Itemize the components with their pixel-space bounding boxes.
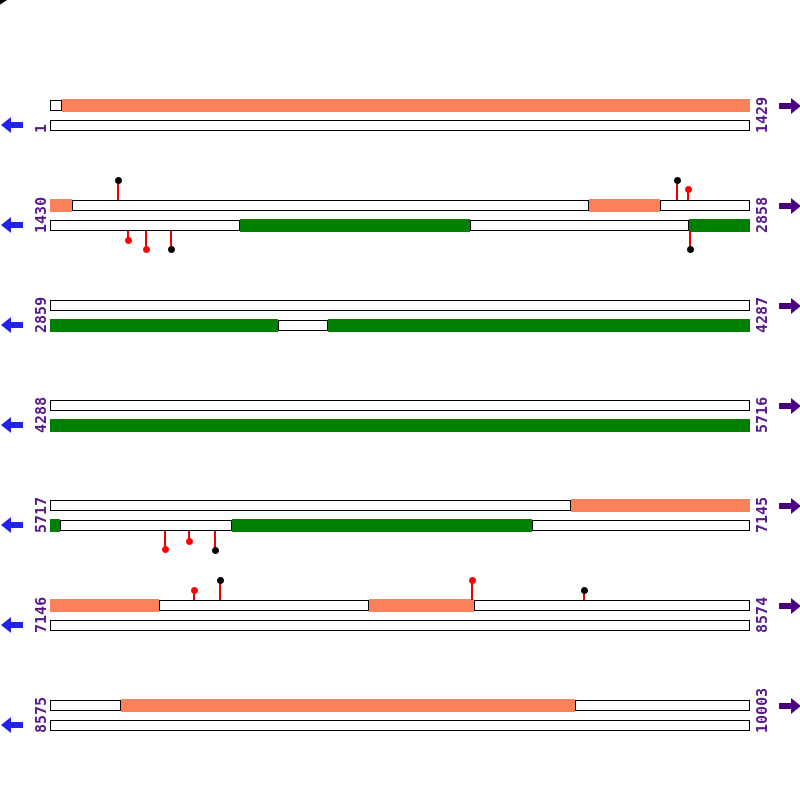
forward-feature-box: [121, 699, 575, 712]
forward-ribbon-segment: [50, 500, 571, 511]
reverse-feature-box: [689, 219, 750, 232]
reverse-strand-arrow-icon: [1, 717, 23, 733]
marker-dot: [190, 586, 198, 594]
forward-feature-box: [50, 599, 159, 612]
marker-stem: [583, 590, 585, 600]
marker-dot: [185, 537, 193, 545]
row-start-label: 4288: [32, 396, 50, 433]
forward-ribbon-segment: [50, 400, 750, 411]
row-end-label: 5716: [753, 396, 771, 433]
forward-strand-arrow-icon: [779, 198, 800, 214]
forward-strand-arrow-icon: [779, 298, 800, 314]
row-start-label: 1430: [32, 196, 50, 233]
marker-dot: [167, 245, 175, 253]
marker-dot: [673, 176, 681, 184]
row-end-label: 1429: [753, 96, 771, 133]
marker-stem: [188, 531, 190, 542]
marker-dot: [216, 576, 224, 584]
reverse-ribbon-segment: [50, 120, 750, 131]
row-start-label: 8575: [32, 696, 50, 733]
marker-dot: [124, 236, 132, 244]
marker-dot: [684, 185, 692, 193]
marker-stem: [214, 531, 216, 551]
row-end-label: 8574: [753, 596, 771, 633]
marker-dot: [580, 586, 588, 594]
row-start-label: 7146: [32, 596, 50, 633]
forward-feature-box: [62, 99, 750, 112]
reverse-feature-box: [50, 319, 278, 332]
reverse-strand-arrow-icon: [1, 517, 23, 533]
marker-dot: [142, 245, 150, 253]
row-end-label: 7145: [753, 496, 771, 533]
reverse-strand-arrow-icon: [1, 617, 23, 633]
forward-strand-arrow-icon: [779, 698, 800, 714]
reverse-ribbon-segment: [50, 720, 750, 731]
row-start-label: 2859: [32, 296, 50, 333]
forward-strand-arrow-icon: [779, 398, 800, 414]
marker-stem: [219, 580, 221, 600]
marker-stem: [471, 580, 473, 600]
forward-ribbon-segment: [474, 600, 750, 611]
marker-stem: [676, 180, 678, 200]
row-start-label: 5717: [32, 496, 50, 533]
reverse-strand-arrow-icon: [1, 117, 23, 133]
forward-strand-arrow-icon: [779, 498, 800, 514]
marker-stem: [117, 180, 119, 200]
forward-feature-box: [571, 499, 750, 512]
reverse-strand-arrow-icon: [1, 417, 23, 433]
row-end-label: 10003: [753, 687, 771, 733]
forward-ribbon-segment: [72, 200, 589, 211]
reverse-strand-arrow-icon: [1, 217, 23, 233]
marker-dot: [686, 245, 694, 253]
row-end-label: 2858: [753, 196, 771, 233]
forward-ribbon-segment: [660, 200, 750, 211]
forward-feature-box: [589, 199, 660, 212]
marker-stem: [164, 531, 166, 550]
corner-mark: [0, 0, 11, 6]
row-start-label: 1: [32, 123, 50, 133]
forward-feature-box: [369, 599, 474, 612]
reverse-feature-box: [50, 419, 750, 432]
marker-stem: [127, 231, 129, 241]
marker-stem: [145, 231, 147, 250]
forward-ribbon-segment: [50, 100, 62, 111]
forward-ribbon-segment: [50, 300, 750, 311]
reverse-ribbon-segment: [50, 620, 750, 631]
marker-dot: [211, 546, 219, 554]
row-end-label: 4287: [753, 296, 771, 333]
forward-ribbon-segment: [50, 700, 121, 711]
reverse-ribbon-segment: [278, 320, 328, 331]
reverse-feature-box: [328, 319, 750, 332]
reverse-feature-box: [240, 219, 470, 232]
forward-feature-box: [50, 199, 72, 212]
forward-strand-arrow-icon: [779, 98, 800, 114]
marker-stem: [170, 231, 172, 250]
reverse-ribbon-segment: [50, 220, 240, 231]
marker-stem: [689, 231, 691, 250]
reverse-feature-box: [50, 519, 60, 532]
forward-ribbon-segment: [575, 700, 750, 711]
marker-dot: [161, 545, 169, 553]
reverse-ribbon-segment: [60, 520, 232, 531]
forward-strand-arrow-icon: [779, 598, 800, 614]
reverse-feature-box: [232, 519, 532, 532]
reverse-ribbon-segment: [470, 220, 689, 231]
marker-dot: [114, 176, 122, 184]
marker-stem: [687, 189, 689, 200]
reverse-strand-arrow-icon: [1, 317, 23, 333]
marker-stem: [193, 590, 195, 600]
forward-ribbon-segment: [159, 600, 369, 611]
marker-dot: [468, 576, 476, 584]
reverse-ribbon-segment: [532, 520, 750, 531]
